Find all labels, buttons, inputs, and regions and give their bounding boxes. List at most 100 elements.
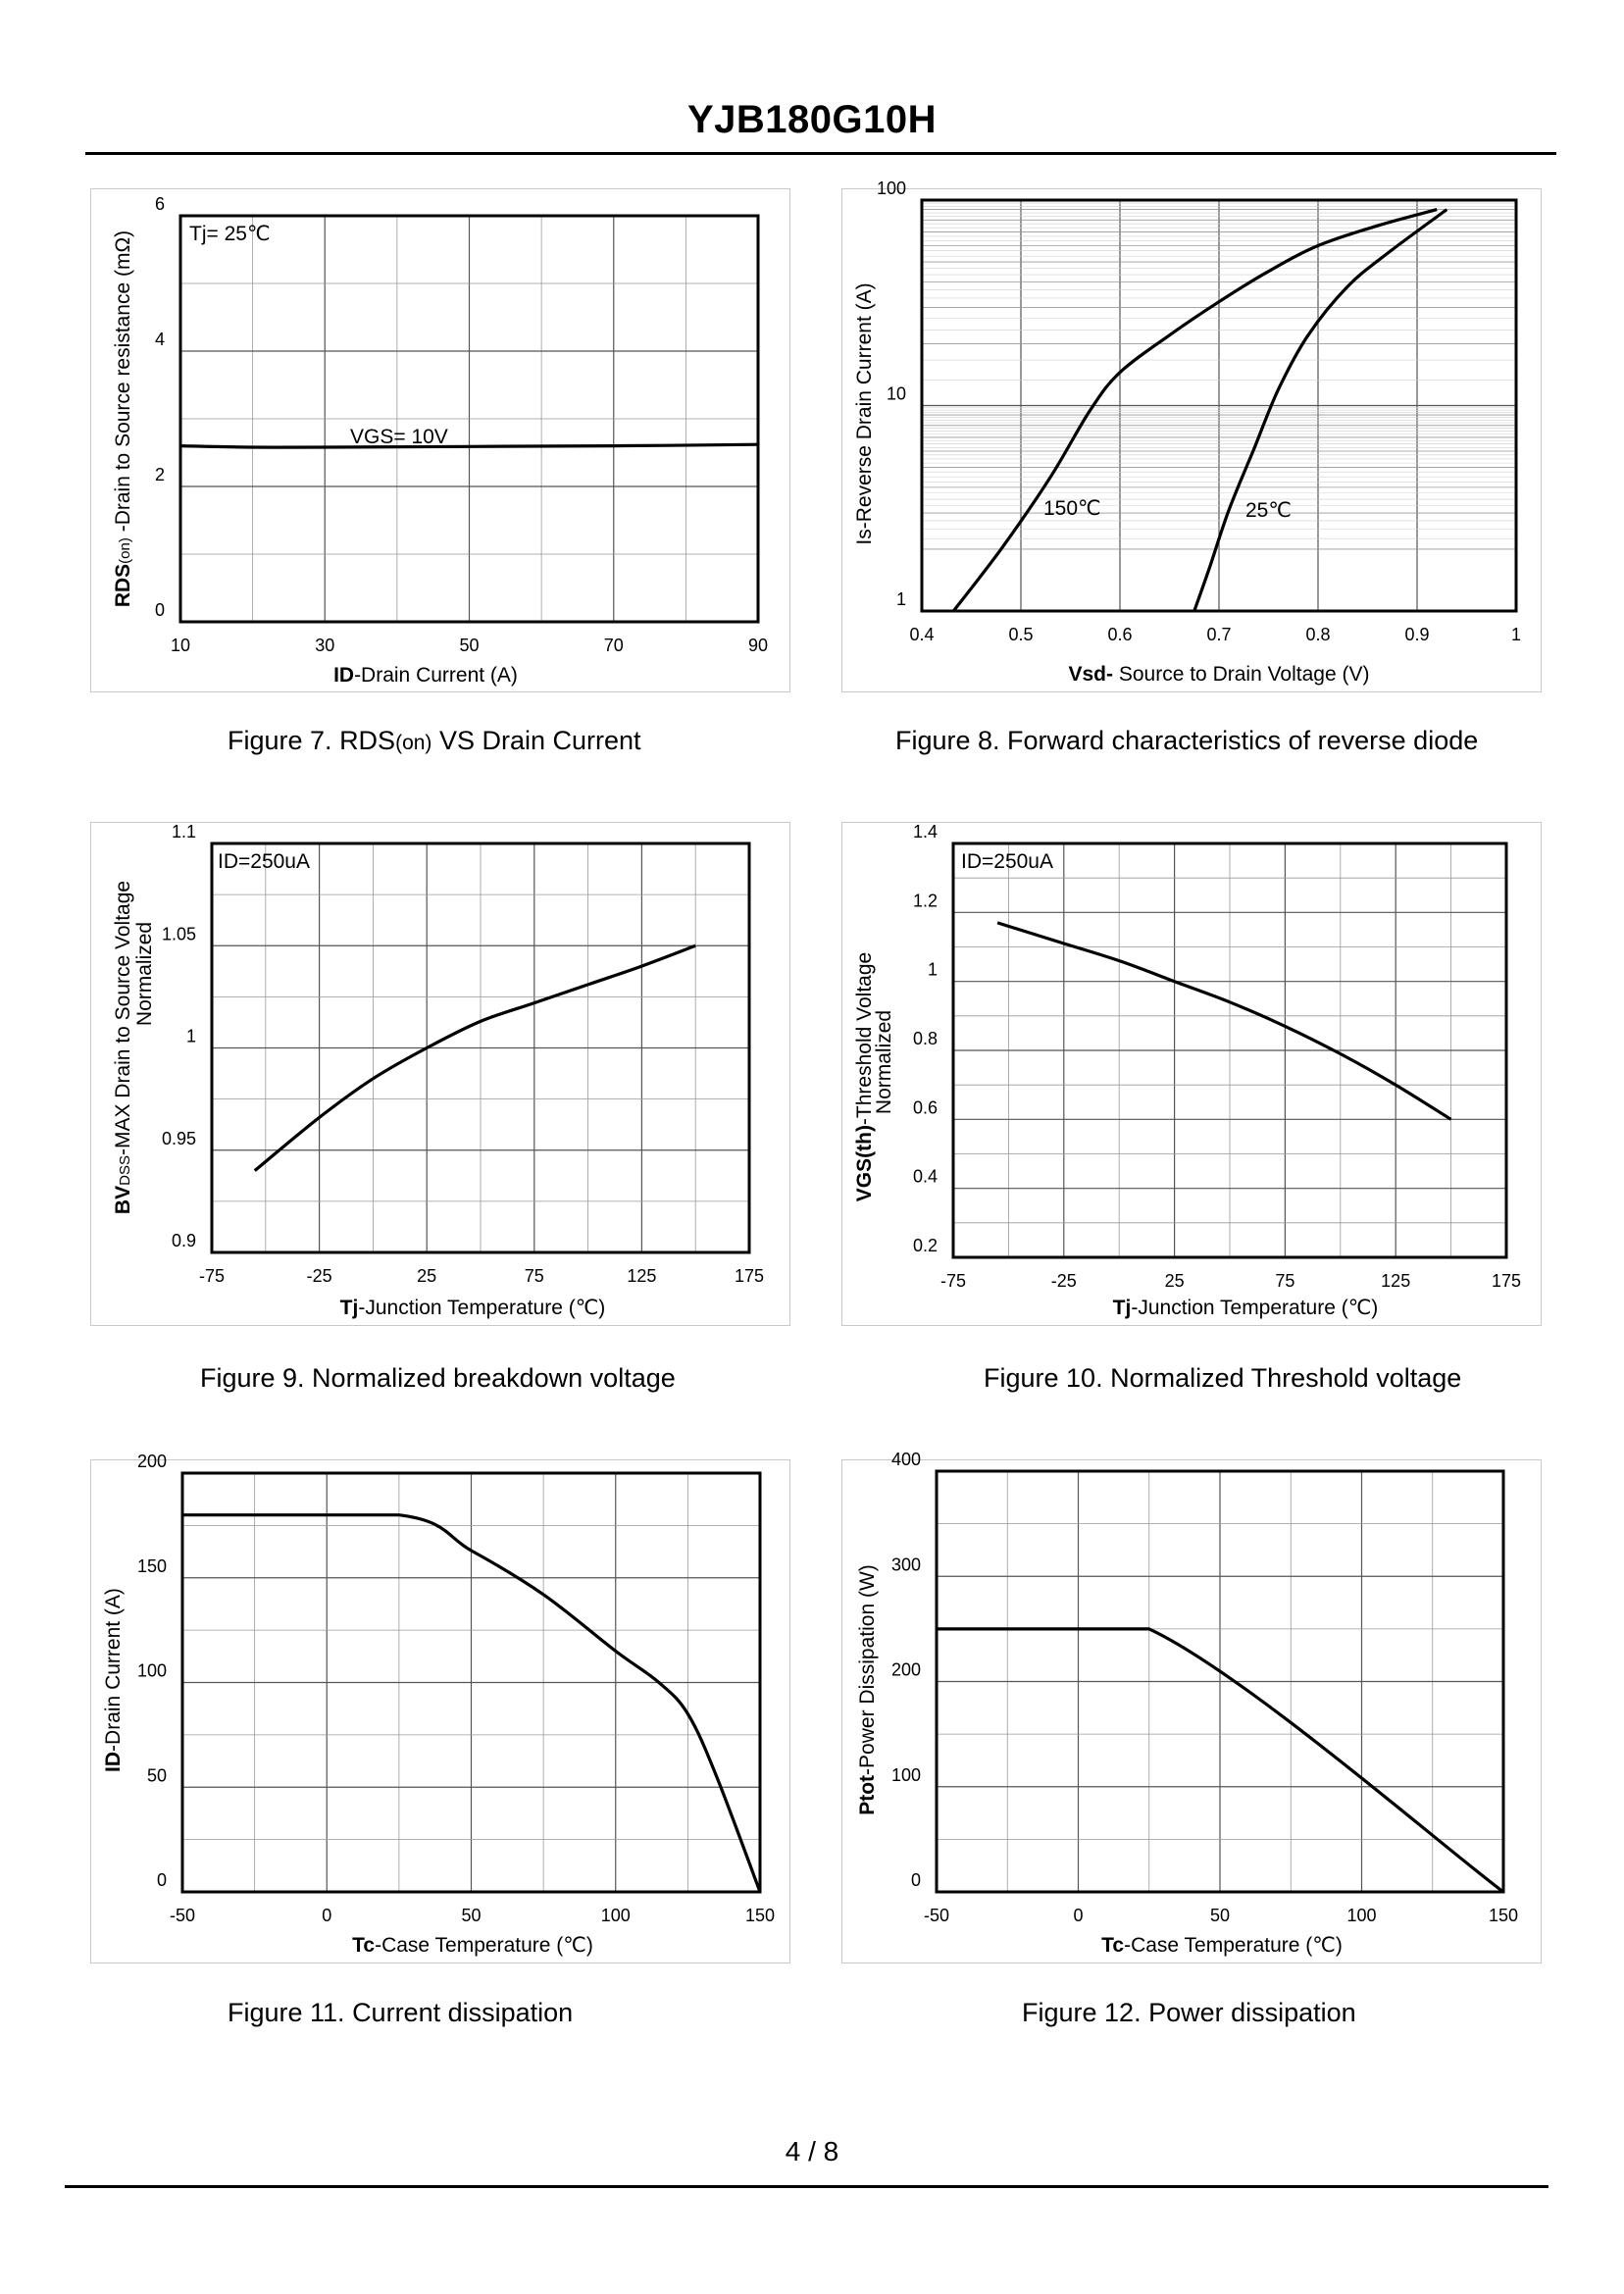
- chart-frame: [90, 1459, 790, 1963]
- y-tick-label: 1.05: [162, 924, 196, 943]
- y-tick-label: 100: [137, 1661, 167, 1681]
- y-tick-label: 10: [887, 384, 906, 404]
- y-tick-label: 100: [877, 178, 906, 198]
- y-tick-label: 0.95: [162, 1129, 196, 1148]
- x-axis-label: Tc-Case Temperature (℃): [1101, 1934, 1343, 1957]
- x-axis-label: ID-Drain Current (A): [333, 664, 518, 687]
- x-tick-label: -75: [940, 1271, 966, 1291]
- x-tick-label: 75: [1275, 1271, 1294, 1291]
- annotation-150c: 150℃: [1043, 497, 1101, 520]
- chart-frame: [90, 188, 790, 692]
- y-axis-label: VGS(th)-Threshold Voltage: [853, 952, 876, 1201]
- y-axis-label-line2: Normalized: [133, 922, 156, 1026]
- figure-7-caption: Figure 7. RDS(on) VS Drain Current: [228, 726, 641, 755]
- x-tick-label: 125: [1381, 1271, 1410, 1291]
- x-tick-label: 75: [525, 1266, 544, 1286]
- x-tick-label: -25: [1051, 1271, 1077, 1291]
- y-tick-label: 0.4: [913, 1167, 938, 1187]
- x-axis-label: Tc-Case Temperature (℃): [352, 1934, 593, 1957]
- x-tick-label: 0.6: [1107, 625, 1132, 644]
- x-axis-label: Tj-Junction Temperature (℃): [340, 1297, 606, 1319]
- page-title: YJB180G10H: [686, 98, 938, 141]
- y-tick-label: 200: [891, 1660, 921, 1680]
- x-tick-label: 150: [745, 1906, 775, 1925]
- x-tick-label: 0.8: [1305, 625, 1330, 644]
- annotation-id: ID=250uA: [961, 850, 1053, 873]
- y-axis-label: Is-Reverse Drain Current (A): [853, 282, 876, 544]
- x-axis-label: Vsd- Source to Drain Voltage (V): [1069, 663, 1370, 686]
- figure-10-caption: Figure 10. Normalized Threshold voltage: [984, 1363, 1462, 1393]
- y-tick-label: 0: [155, 600, 165, 620]
- x-tick-label: 100: [601, 1906, 631, 1925]
- x-tick-label: -50: [170, 1906, 195, 1925]
- plot-area: [180, 1471, 762, 1894]
- series-line-0: [182, 1513, 762, 1893]
- x-tick-label: 1: [1511, 625, 1521, 644]
- series-line-0: [937, 1627, 1504, 1894]
- x-tick-label: 0: [1073, 1906, 1083, 1925]
- figure-12-caption: Figure 12. Power dissipation: [1022, 1998, 1356, 2027]
- y-tick-label: 1: [896, 589, 906, 609]
- y-tick-label: 1: [186, 1027, 196, 1046]
- y-tick-label: 1.4: [913, 822, 938, 841]
- y-axis-label-line2: Normalized: [873, 1010, 895, 1114]
- x-tick-label: 25: [1165, 1271, 1185, 1291]
- x-tick-label: 90: [748, 636, 768, 655]
- chart-frame: [841, 822, 1542, 1326]
- y-tick-label: 0.6: [913, 1097, 938, 1117]
- plot-area: [951, 841, 1508, 1259]
- x-tick-label: 0.7: [1206, 625, 1231, 644]
- y-tick-label: 300: [891, 1555, 921, 1574]
- chart-fig8: 0.4 0.5 0.6 0.7 0.8 0.9 1 1 10 100 150℃ 25℃ Vsd-…: [841, 178, 1542, 692]
- y-axis-label: ID-Drain Current (A): [102, 1588, 125, 1772]
- y-tick-label: 4: [155, 330, 165, 349]
- x-tick-label: 10: [171, 636, 190, 655]
- x-axis-label: Tj-Junction Temperature (℃): [1113, 1297, 1379, 1319]
- y-axis-label: Ptot-Power Dissipation (W): [856, 1564, 879, 1815]
- y-tick-label: 0.8: [913, 1029, 938, 1048]
- x-tick-label: 25: [417, 1266, 436, 1286]
- chart-frame: [90, 822, 790, 1326]
- chart-frame: [841, 188, 1542, 692]
- series-line-0: [179, 442, 759, 449]
- annotation-id: ID=250uA: [218, 850, 310, 873]
- x-tick-label: 0: [322, 1906, 331, 1925]
- y-tick-label: 50: [147, 1765, 167, 1785]
- y-axis-label: BVDSS-MAX Drain to Source Voltage: [112, 881, 134, 1214]
- header-rule: [85, 152, 1556, 155]
- series-line-0: [996, 921, 1452, 1121]
- figure-8-caption: Figure 8. Forward characteristics of rev…: [895, 726, 1479, 755]
- x-tick-label: 0.5: [1008, 625, 1033, 644]
- y-tick-label: 100: [891, 1765, 921, 1785]
- footer-rule: [65, 2185, 1548, 2188]
- x-tick-label: -75: [199, 1266, 225, 1286]
- y-tick-label: 1: [928, 960, 938, 980]
- x-tick-label: 50: [459, 636, 479, 655]
- series-line-1: [1193, 208, 1448, 612]
- series-line-0: [253, 943, 696, 1172]
- page-number: 4 / 8: [785, 2136, 839, 2167]
- x-tick-label: 125: [627, 1266, 656, 1286]
- x-tick-label: 0.4: [909, 625, 934, 644]
- figure-9-caption: Figure 9. Normalized breakdown voltage: [200, 1363, 676, 1393]
- x-tick-label: -50: [924, 1906, 949, 1925]
- plot-area: [920, 198, 1518, 613]
- y-tick-label: 1.2: [913, 891, 938, 910]
- y-tick-label: 0: [157, 1870, 167, 1890]
- x-tick-label: 50: [1210, 1906, 1230, 1925]
- plot-area: [210, 841, 751, 1254]
- x-tick-label: 175: [1492, 1271, 1521, 1291]
- y-tick-label: 0.9: [172, 1231, 196, 1250]
- x-tick-label: 150: [1489, 1906, 1518, 1925]
- x-tick-label: 100: [1346, 1906, 1376, 1925]
- annotation-25c: 25℃: [1245, 499, 1292, 522]
- y-tick-label: 2: [155, 465, 165, 484]
- x-tick-label: 0.9: [1404, 625, 1429, 644]
- y-tick-label: 6: [155, 194, 165, 214]
- chart-fig9: -75 -25 25 75 125 175 0.9 0.95 1 1.05 1.1 ID=250u…: [90, 822, 790, 1326]
- x-tick-label: 50: [461, 1906, 481, 1925]
- chart-frame: [841, 1459, 1542, 1963]
- annotation-tj: Tj= 25℃: [189, 223, 271, 245]
- figure-11-caption: Figure 11. Current dissipation: [228, 1998, 574, 2027]
